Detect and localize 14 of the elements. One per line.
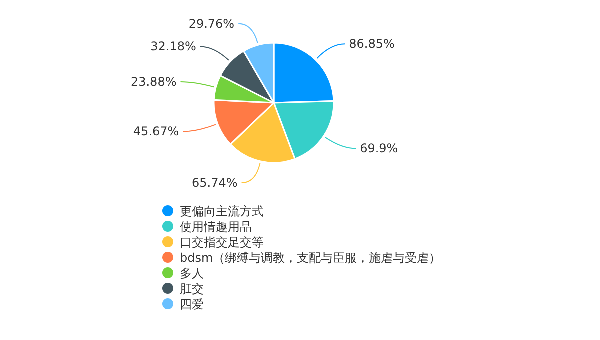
- legend-label: 更偏向主流方式: [180, 204, 264, 218]
- data-label: 65.74%: [192, 176, 238, 190]
- legend-label: 使用情趣用品: [180, 220, 252, 234]
- data-label: 86.85%: [349, 37, 395, 52]
- legend-label: bdsm（绑缚与调教，支配与臣服，施虐与受虐）: [180, 251, 442, 265]
- legend-label: 多人: [180, 266, 204, 280]
- data-label: 29.76%: [188, 16, 235, 31]
- data-label: 69.9%: [360, 142, 398, 156]
- data-label: 32.18%: [150, 40, 196, 54]
- legend-label: 肛交: [180, 282, 204, 296]
- data-label: 23.88%: [130, 74, 177, 89]
- legend-label: 口交指交足交等: [180, 236, 264, 250]
- legend-label: 四爱: [180, 298, 204, 312]
- data-label: 45.67%: [133, 124, 180, 139]
